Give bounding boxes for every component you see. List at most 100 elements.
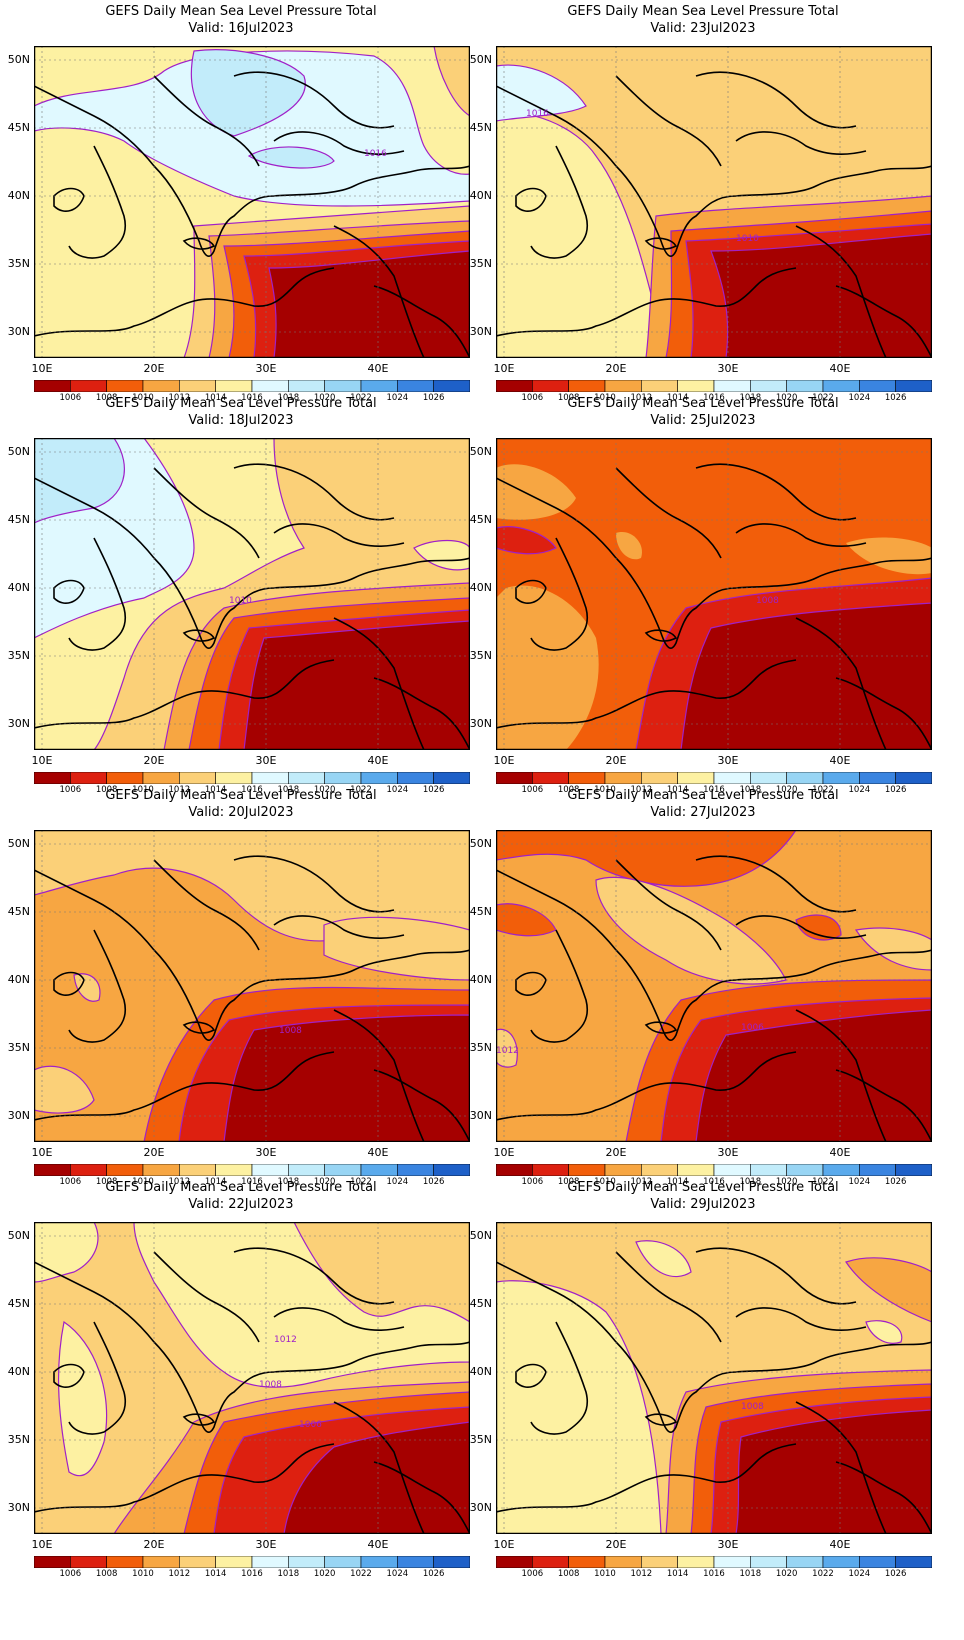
contour-label: 1008 bbox=[279, 1026, 302, 1036]
pressure-contour-fill bbox=[735, 1409, 932, 1534]
colorbar-segment bbox=[496, 1164, 533, 1176]
colorbar-segment bbox=[496, 380, 533, 392]
latitude-label: 40N bbox=[7, 973, 30, 986]
panel-title: GEFS Daily Mean Sea Level Pressure Total bbox=[567, 396, 839, 411]
longitude-label: 30E bbox=[255, 1538, 277, 1551]
longitude-label: 20E bbox=[143, 362, 165, 375]
colorbar-label: 1010 bbox=[132, 1569, 154, 1579]
latitude-label: 30N bbox=[7, 1109, 30, 1122]
latitude-label: 45N bbox=[469, 513, 492, 526]
colorbar-label: 1022 bbox=[812, 1177, 834, 1187]
colorbar-segment bbox=[251, 1556, 289, 1568]
colorbar-label: 1014 bbox=[204, 393, 227, 403]
colorbar-segment bbox=[106, 380, 144, 392]
panel-valid-date: Valid: 29Jul2023 bbox=[650, 1197, 756, 1212]
coastline bbox=[835, 677, 932, 750]
colorbar-label: 1020 bbox=[313, 1177, 336, 1187]
coastline bbox=[496, 1051, 797, 1121]
coastline bbox=[34, 1261, 470, 1433]
colorbar-segment bbox=[251, 772, 289, 784]
colorbar-segment bbox=[179, 380, 216, 392]
colorbar-label: 1012 bbox=[168, 393, 191, 403]
colorbar-segment bbox=[70, 380, 107, 392]
colorbar-label: 1006 bbox=[521, 1177, 544, 1187]
longitude-label: 30E bbox=[717, 754, 739, 767]
colorbar bbox=[34, 1556, 470, 1568]
coastline bbox=[53, 1363, 85, 1388]
colorbar bbox=[496, 380, 932, 392]
longitude-label: 40E bbox=[829, 1538, 851, 1551]
colorbar bbox=[496, 772, 932, 784]
colorbar-segment bbox=[142, 772, 180, 784]
colorbar-label: 1006 bbox=[59, 393, 82, 403]
latitude-label: 30N bbox=[7, 325, 30, 338]
panel-title: GEFS Daily Mean Sea Level Pressure Total bbox=[567, 788, 839, 803]
coastline bbox=[373, 1461, 470, 1534]
colorbar-segment bbox=[604, 1164, 642, 1176]
panel-valid-date: Valid: 23Jul2023 bbox=[650, 21, 756, 36]
colorbar-segment bbox=[786, 772, 824, 784]
colorbar-label: 1026 bbox=[884, 393, 907, 403]
colorbar-label: 1008 bbox=[95, 1177, 118, 1187]
map-panel: GEFS Daily Mean Sea Level Pressure Total… bbox=[462, 784, 944, 1194]
coastline bbox=[233, 71, 395, 129]
panel-title: GEFS Daily Mean Sea Level Pressure Total bbox=[567, 1180, 839, 1195]
coastline bbox=[153, 1251, 260, 1343]
colorbar-segment bbox=[859, 380, 896, 392]
longitude-label: 40E bbox=[367, 1538, 389, 1551]
latitude-label: 45N bbox=[469, 905, 492, 918]
colorbar-segment bbox=[822, 1556, 860, 1568]
colorbar-label: 1024 bbox=[848, 393, 871, 403]
colorbar-segment bbox=[215, 380, 253, 392]
latitude-label: 35N bbox=[469, 649, 492, 662]
panel-title: GEFS Daily Mean Sea Level Pressure Total bbox=[105, 4, 377, 19]
longitude-label: 20E bbox=[605, 1538, 627, 1551]
colorbar-segment bbox=[568, 772, 606, 784]
coastline bbox=[182, 1021, 216, 1034]
coastline bbox=[644, 629, 678, 642]
latitude-label: 35N bbox=[469, 1433, 492, 1446]
latitude-label: 50N bbox=[469, 837, 492, 850]
coastline bbox=[373, 677, 470, 750]
colorbar-label: 1016 bbox=[241, 1177, 263, 1187]
latitude-label: 40N bbox=[469, 581, 492, 594]
coastline bbox=[795, 225, 887, 358]
coastline bbox=[835, 285, 932, 358]
coastline bbox=[795, 1401, 887, 1534]
latitude-label: 30N bbox=[469, 1109, 492, 1122]
latitude-label: 35N bbox=[469, 1041, 492, 1054]
colorbar-label: 1006 bbox=[59, 1177, 82, 1187]
map-panel: GEFS Daily Mean Sea Level Pressure Total… bbox=[0, 1176, 482, 1586]
latitude-label: 45N bbox=[7, 513, 30, 526]
colorbar-segment bbox=[142, 1164, 180, 1176]
map-panel: GEFS Daily Mean Sea Level Pressure Total… bbox=[0, 784, 482, 1194]
coastline bbox=[496, 1443, 797, 1513]
latitude-label: 40N bbox=[469, 189, 492, 202]
colorbar-segment bbox=[142, 380, 180, 392]
pressure-contour-fill bbox=[133, 1222, 470, 1388]
colorbar-segment bbox=[397, 1556, 434, 1568]
pressure-contour-fill bbox=[595, 876, 787, 985]
colorbar-label: 1018 bbox=[739, 1177, 762, 1187]
colorbar-segment bbox=[70, 772, 107, 784]
latitude-label: 35N bbox=[7, 1433, 30, 1446]
coastline bbox=[34, 85, 470, 257]
colorbar-label: 1022 bbox=[350, 393, 372, 403]
pressure-contour-fill bbox=[845, 1257, 932, 1323]
coastline bbox=[333, 617, 425, 750]
longitude-label: 40E bbox=[367, 362, 389, 375]
longitude-label: 20E bbox=[605, 362, 627, 375]
colorbar-segment bbox=[34, 1556, 71, 1568]
colorbar-label: 1018 bbox=[277, 1177, 300, 1187]
latitude-label: 40N bbox=[469, 1365, 492, 1378]
coastline bbox=[515, 971, 547, 996]
latitude-label: 40N bbox=[469, 973, 492, 986]
contour-label: 1008 bbox=[756, 596, 779, 606]
longitude-label: 30E bbox=[255, 362, 277, 375]
panel-valid-date: Valid: 25Jul2023 bbox=[650, 413, 756, 428]
pressure-contour-fill bbox=[616, 532, 642, 560]
colorbar-label: 1008 bbox=[557, 785, 580, 795]
pressure-map: 1016 1010 bbox=[496, 46, 932, 358]
colorbar-label: 1010 bbox=[594, 1177, 616, 1187]
coastline bbox=[333, 225, 425, 358]
